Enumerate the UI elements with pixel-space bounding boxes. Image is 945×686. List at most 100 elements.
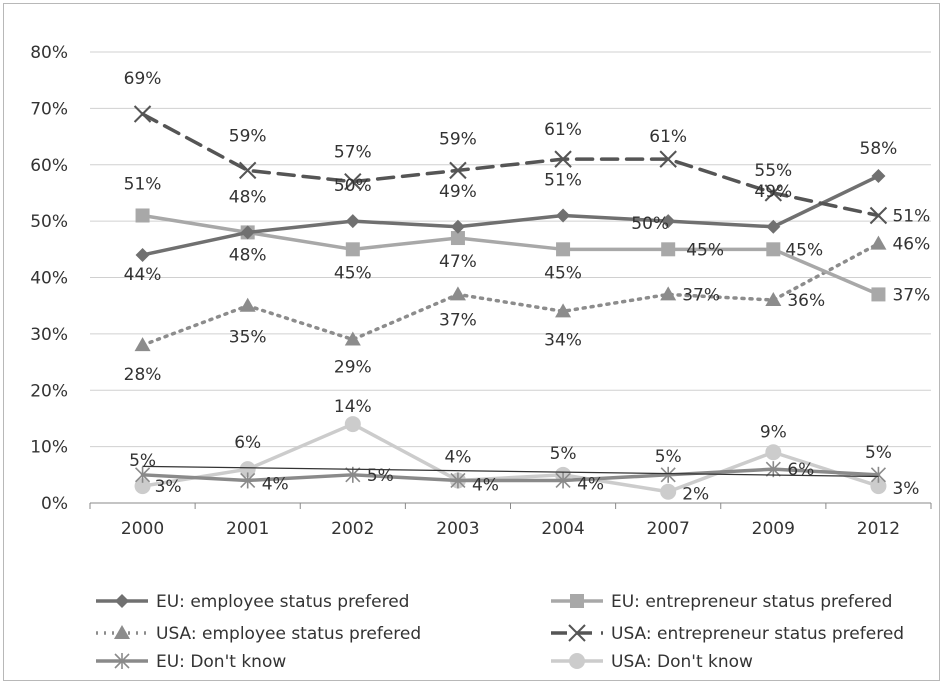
data-point <box>135 247 150 262</box>
legend-label: USA: entrepreneur status prefered <box>611 624 904 644</box>
data-point <box>134 466 151 483</box>
series-line <box>140 467 881 483</box>
legend-label: EU: employee status prefered <box>156 592 409 612</box>
data-point <box>870 466 887 483</box>
data-point <box>871 169 886 184</box>
legend-label: USA: employee status prefered <box>156 624 421 644</box>
data-point <box>240 225 255 240</box>
data-point <box>134 337 151 352</box>
data-point <box>345 214 360 229</box>
data-label: 37% <box>682 285 720 305</box>
series-line <box>140 213 881 297</box>
x-tick-label: 2007 <box>647 519 690 539</box>
data-point <box>344 331 361 346</box>
data-label: 48% <box>229 245 267 265</box>
data-label: 50% <box>334 176 372 196</box>
data-label: 9% <box>760 422 787 442</box>
data-label: 44% <box>124 265 162 285</box>
data-label: 4% <box>444 447 471 467</box>
data-label: 28% <box>124 365 162 385</box>
data-label: 5% <box>655 447 682 467</box>
data-point <box>556 242 571 257</box>
data-label: 48% <box>229 187 267 207</box>
series-line <box>140 112 881 218</box>
data-label: 4% <box>472 475 499 495</box>
data-label: 5% <box>550 444 577 464</box>
data-label: 5% <box>129 451 156 471</box>
data-point <box>870 235 887 250</box>
data-point <box>449 286 466 301</box>
data-point <box>239 297 256 312</box>
data-label: 5% <box>367 466 394 486</box>
series-line <box>140 174 881 257</box>
data-label: 55% <box>754 161 792 181</box>
data-point <box>555 472 571 489</box>
data-label: 45% <box>686 240 724 260</box>
y-tick-label: 20% <box>30 381 68 401</box>
data-point <box>554 150 572 168</box>
data-label: 47% <box>439 252 477 272</box>
y-tick-label: 50% <box>30 212 68 232</box>
data-point <box>659 150 677 168</box>
series-line <box>140 422 881 494</box>
y-tick-label: 10% <box>30 438 68 458</box>
data-label: 59% <box>229 126 267 146</box>
data-label: 45% <box>544 263 582 283</box>
data-label: 46% <box>892 235 930 255</box>
data-label: 6% <box>234 433 261 453</box>
trendline <box>142 465 879 478</box>
data-label: 36% <box>787 291 825 311</box>
data-label: 51% <box>124 174 162 194</box>
data-point <box>135 208 150 223</box>
data-point <box>660 286 677 301</box>
data-point <box>345 242 360 257</box>
legend-label: EU: entrepreneur status prefered <box>611 592 892 612</box>
data-point <box>450 231 465 246</box>
data-label: 61% <box>649 127 687 147</box>
data-point <box>765 292 782 307</box>
data-label: 69% <box>124 69 162 89</box>
data-label: 29% <box>334 358 372 378</box>
legend-marker <box>114 653 130 669</box>
data-label: 57% <box>334 143 372 163</box>
data-label: 3% <box>892 479 919 499</box>
x-tick-label: 2012 <box>857 519 900 539</box>
data-label: 37% <box>439 310 477 330</box>
legend-marker <box>569 653 585 669</box>
data-label: 3% <box>155 477 182 497</box>
y-tick-label: 80% <box>30 43 68 63</box>
data-label: 4% <box>577 474 604 494</box>
data-point <box>765 444 782 461</box>
data-point <box>344 416 361 433</box>
data-point <box>871 287 886 302</box>
x-tick-label: 2003 <box>436 519 479 539</box>
data-label: 14% <box>334 397 372 417</box>
data-point <box>344 172 362 191</box>
legend-label: EU: Don't know <box>156 652 286 672</box>
data-point <box>450 219 465 234</box>
line-chart: 0% 10% 20% 30% 40% 50% 60% 70% 80% 2000 2001 2002 20… <box>30 43 932 672</box>
data-label: 58% <box>860 139 898 159</box>
data-point <box>450 472 466 489</box>
data-label: 2% <box>682 485 709 505</box>
data-point <box>238 161 257 180</box>
data-point <box>869 206 888 225</box>
data-label: 45% <box>334 263 372 283</box>
data-label: 6% <box>787 460 814 480</box>
data-label: 4% <box>262 474 289 494</box>
data-point <box>661 214 676 229</box>
y-tick-label: 0% <box>41 494 68 514</box>
y-tick-label: 70% <box>30 99 68 119</box>
chart-frame: 0% 10% 20% 30% 40% 50% 60% 70% 80% 2000 2001 2002 20… <box>3 3 940 681</box>
data-point <box>661 242 676 257</box>
data-label: 49% <box>754 182 792 202</box>
data-point <box>240 472 256 489</box>
data-label: 51% <box>892 206 930 226</box>
data-point <box>556 208 571 223</box>
x-tick-label: 2001 <box>226 519 269 539</box>
data-point <box>133 105 152 123</box>
data-point <box>870 478 887 495</box>
data-point <box>766 242 781 257</box>
data-label: 59% <box>439 129 477 149</box>
data-point <box>449 161 467 180</box>
